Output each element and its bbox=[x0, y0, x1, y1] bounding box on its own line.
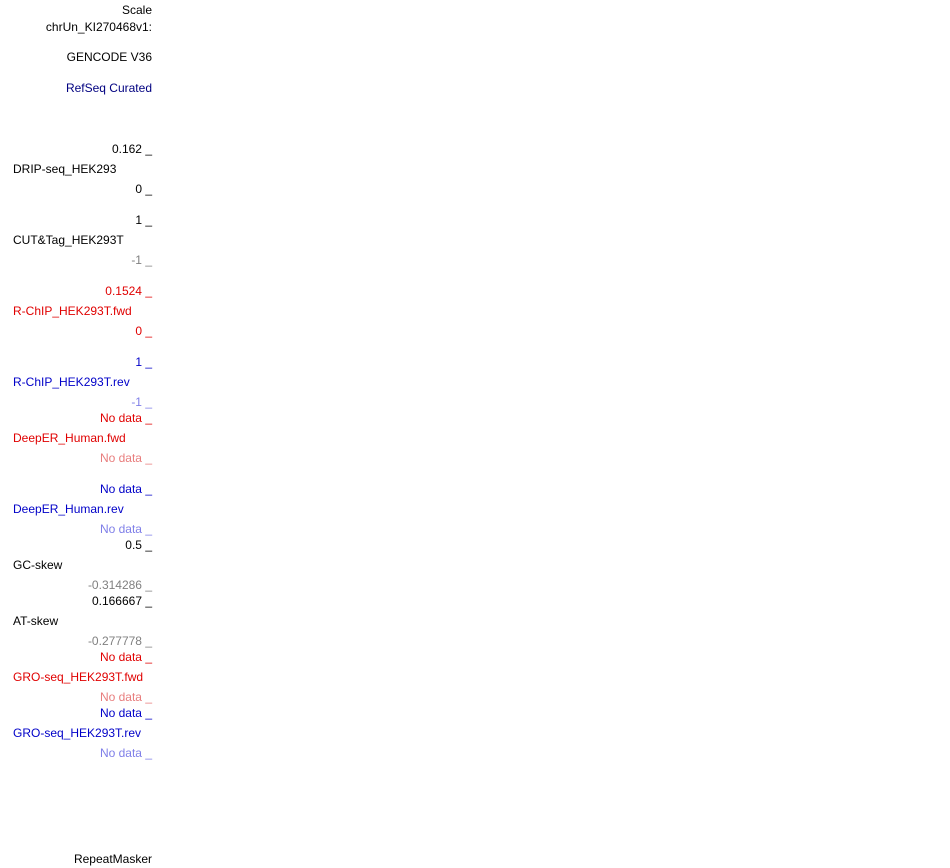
track-min-drip-seq: 0 _ bbox=[135, 182, 152, 196]
track-min-deeper-rev: No data _ bbox=[99, 522, 152, 536]
track-min-groseq-rev: No data _ bbox=[99, 746, 152, 760]
track-label-repeatmasker[interactable]: RepeatMasker bbox=[73, 852, 152, 866]
track-min-cut-tag: -1 _ bbox=[131, 253, 152, 267]
track-label-refseq[interactable]: RefSeq Curated bbox=[65, 81, 152, 95]
track-max-drip-seq: 0.162 _ bbox=[111, 142, 152, 156]
track-max-rchip-rev: 1 _ bbox=[135, 355, 152, 369]
track-label-gencode[interactable]: GENCODE V36 bbox=[66, 50, 152, 64]
track-max-rchip-fwd: 0.1524 _ bbox=[105, 284, 152, 298]
track-label-at-skew[interactable]: AT-skew bbox=[13, 614, 59, 628]
track-max-groseq-rev: No data _ bbox=[99, 706, 152, 720]
track-label-rchip-fwd[interactable]: R-ChIP_HEK293T.fwd bbox=[13, 304, 132, 318]
track-max-deeper-rev: No data _ bbox=[99, 482, 152, 496]
track-label-cut-tag[interactable]: CUT&Tag_HEK293T bbox=[13, 233, 124, 247]
track-label-groseq-fwd[interactable]: GRO-seq_HEK293T.fwd bbox=[13, 670, 144, 684]
track-min-rchip-rev: -1 _ bbox=[131, 395, 152, 409]
track-label-rchip-rev[interactable]: R-ChIP_HEK293T.rev bbox=[13, 375, 130, 389]
track-max-gc-skew: 0.5 _ bbox=[125, 538, 152, 552]
track-label-deeper-fwd[interactable]: DeepER_Human.fwd bbox=[13, 431, 126, 445]
track-max-at-skew: 0.166667 _ bbox=[91, 594, 152, 608]
scale-label[interactable]: Scale bbox=[121, 3, 152, 17]
track-label-gc-skew[interactable]: GC-skew bbox=[13, 558, 63, 572]
track-max-deeper-fwd: No data _ bbox=[99, 411, 152, 425]
track-label-deeper-rev[interactable]: DeepER_Human.rev bbox=[13, 502, 124, 516]
track-label-drip-seq[interactable]: DRIP-seq_HEK293 bbox=[13, 162, 117, 176]
track-min-rchip-fwd: 0 _ bbox=[135, 324, 152, 338]
track-min-gc-skew: -0.314286 _ bbox=[87, 578, 152, 592]
chromosome-label[interactable]: chrUn_KI270468v1: bbox=[45, 20, 152, 34]
track-max-cut-tag: 1 _ bbox=[135, 213, 152, 227]
track-label-groseq-rev[interactable]: GRO-seq_HEK293T.rev bbox=[13, 726, 142, 740]
track-min-groseq-fwd: No data _ bbox=[99, 690, 152, 704]
track-min-deeper-fwd: No data _ bbox=[99, 451, 152, 465]
track-max-groseq-fwd: No data _ bbox=[99, 650, 152, 664]
track-min-at-skew: -0.277778 _ bbox=[87, 634, 152, 648]
